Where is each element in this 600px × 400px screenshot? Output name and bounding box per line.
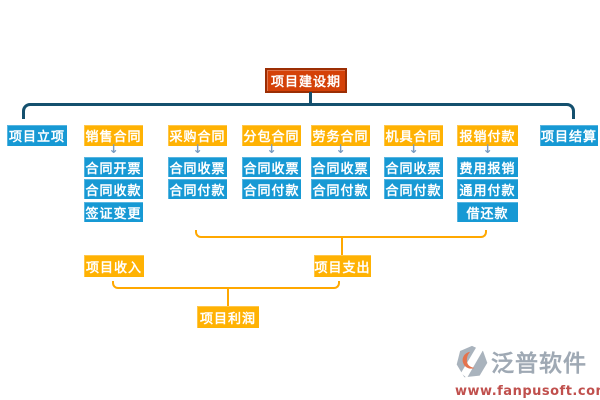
node-contract-receipt: 合同收款 [84,179,143,199]
fanpu-logo-icon [455,345,489,383]
down-arrow-icon: ↓ [482,142,493,156]
node-visa-change: 签证变更 [84,202,143,222]
down-arrow-icon: ↓ [108,142,119,156]
node-sales-contract: 销售合同 [84,125,143,146]
node-contract-payment: 合同付款 [311,179,370,199]
down-arrow-icon: ↓ [335,142,346,156]
node-contract-payment: 合同付款 [168,179,227,199]
down-arrow-icon: ↓ [408,142,419,156]
node-equipment-contract: 机具合同 [384,125,443,146]
node-project-profit: 项目利润 [197,306,259,328]
node-project-income: 项目收入 [84,255,144,277]
node-contract-invoicing: 合同开票 [84,157,143,177]
connector-profit-stem [227,289,229,306]
node-project-settlement: 项目结算 [540,125,598,146]
connector-top-bracket [22,103,575,119]
down-arrow-icon: ↓ [266,142,277,156]
node-contract-payment: 合同付款 [384,179,443,199]
node-reimbursement-payment: 报销付款 [457,125,518,146]
connector-expense-brace [195,230,487,238]
node-project-initiation: 项目立项 [7,125,67,146]
connector-title-stub [309,92,312,104]
connector-expense-stem [341,238,343,255]
node-purchase-contract: 采购合同 [168,125,227,146]
down-arrow-icon: ↓ [192,142,203,156]
node-contract-invoice-received: 合同收票 [384,157,443,177]
node-project-construction-period: 项目建设期 [265,68,347,93]
node-labor-contract: 劳务合同 [311,125,370,146]
node-general-payment: 通用付款 [457,179,518,199]
connector-profit-brace [112,281,340,289]
node-contract-invoice-received: 合同收票 [311,157,370,177]
fanpu-logo-url: www.fanpusoft.com [455,384,600,399]
fanpu-logo: 泛普软件 www.fanpusoft.com [455,345,600,399]
fanpu-logo-text: 泛普软件 [491,351,587,377]
node-contract-invoice-received: 合同收票 [168,157,227,177]
node-expense-reimbursement: 费用报销 [457,157,518,177]
node-loan-repayment: 借还款 [457,202,518,222]
node-contract-payment: 合同付款 [242,179,301,199]
node-contract-invoice-received: 合同收票 [242,157,301,177]
node-project-expense: 项目支出 [314,255,371,277]
node-subcontract-contract: 分包合同 [242,125,301,146]
